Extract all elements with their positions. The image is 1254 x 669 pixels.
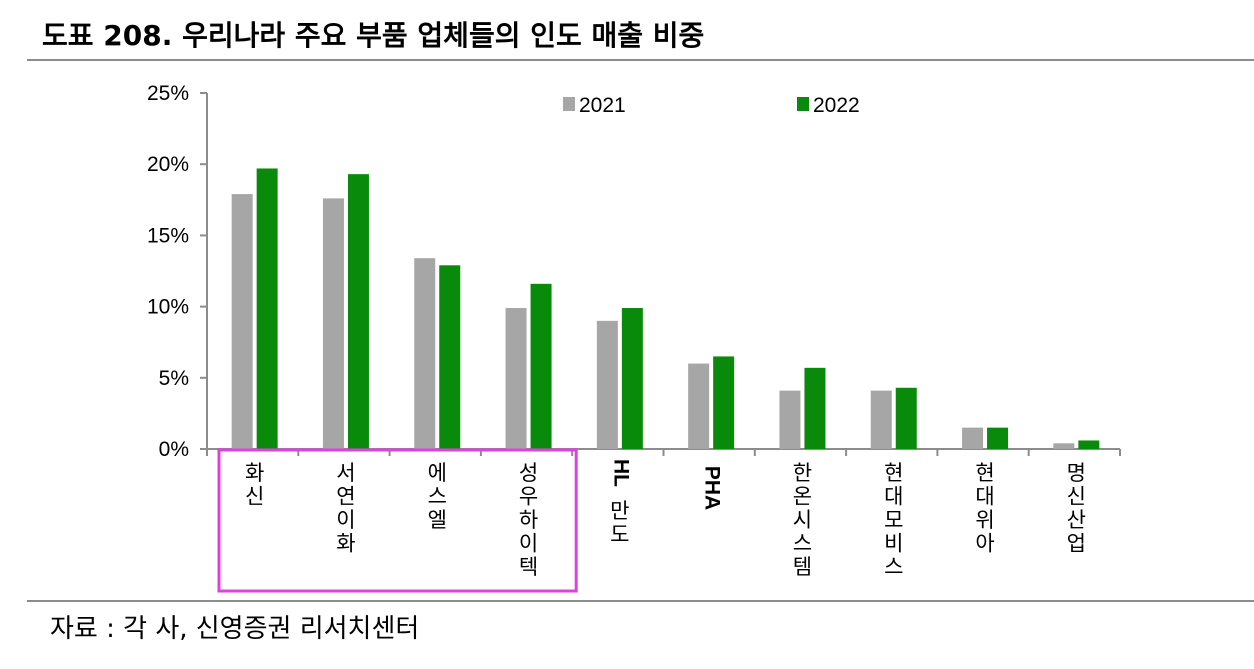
category-label-char: 산	[1067, 508, 1086, 532]
category-label-char: 엘	[428, 508, 447, 532]
y-tick-label: 5%	[159, 367, 189, 390]
bar-2022-6	[804, 367, 826, 449]
bar-2022-3	[530, 283, 552, 449]
legend-label-2022: 2022	[813, 94, 860, 117]
category-label-char: 온	[793, 485, 812, 509]
category-label-char: 이	[336, 508, 355, 532]
category-label-char: 모	[884, 508, 903, 532]
category-label-char: 하	[519, 508, 538, 532]
category-label-char: 시	[793, 508, 812, 532]
category-label-char: 도	[610, 523, 629, 547]
legend-swatch-2021	[563, 97, 575, 111]
bar-2021-2	[414, 258, 436, 449]
legend-label-2021: 2021	[579, 94, 626, 117]
category-label-char: 현	[975, 461, 994, 485]
bar-2022-2	[439, 265, 461, 449]
y-tick-label: 15%	[147, 224, 189, 247]
bar-2021-0	[231, 194, 253, 449]
category-label-char: 만	[610, 499, 629, 523]
category-label-char: 업	[1067, 532, 1086, 556]
category-label-char: 연	[336, 485, 355, 509]
chart-title: 도표 208. 우리나라 주요 부품 업체들의 인도 매출 비중	[42, 19, 705, 52]
category-label-char: 스	[793, 532, 812, 556]
category-label-char: 아	[975, 532, 994, 556]
y-tick-label: 20%	[147, 153, 189, 176]
category-label-part: PHA	[701, 466, 724, 510]
bar-2022-8	[987, 427, 1009, 449]
bar-2021-6	[779, 390, 801, 449]
y-tick-label: 25%	[147, 82, 189, 105]
category-label-char: 우	[519, 485, 538, 509]
bar-2021-4	[596, 320, 618, 449]
y-tick-label: 0%	[159, 438, 189, 461]
category-label-char: 비	[884, 532, 903, 556]
legend-swatch-2022	[797, 97, 809, 111]
bar-2022-1	[347, 174, 369, 449]
category-label-char: 성	[519, 461, 538, 485]
category-label-char: 한	[793, 461, 812, 485]
bar-2021-7	[870, 390, 892, 449]
bar-2022-0	[256, 168, 278, 450]
category-label-char: 텍	[519, 555, 538, 579]
category-label-char: 에	[428, 461, 447, 485]
category-label-part: HL	[609, 459, 632, 487]
bar-2021-5	[688, 363, 710, 449]
category-label-char: 화	[245, 461, 264, 485]
bar-2022-7	[895, 387, 917, 449]
bar-2022-5	[713, 356, 735, 449]
bar-2021-3	[505, 308, 527, 449]
category-label-char: 템	[793, 555, 812, 579]
bar-2021-1	[322, 198, 344, 449]
category-label-char: 스	[884, 555, 903, 579]
bar-2021-8	[962, 427, 984, 449]
category-label-char: 신	[245, 485, 264, 509]
category-label-char: 스	[428, 485, 447, 509]
category-label-char: 신	[1067, 485, 1086, 509]
bar-2022-4	[621, 308, 643, 449]
category-label-char: 명	[1067, 461, 1086, 485]
bar-2021-9	[1053, 443, 1075, 449]
category-label-char: 이	[519, 532, 538, 556]
category-label-char: 현	[884, 461, 903, 485]
category-label-char: 서	[336, 461, 355, 485]
category-label-char: 화	[336, 532, 355, 556]
top-rule	[27, 59, 1254, 61]
y-tick-label: 10%	[147, 296, 189, 319]
category-label-char: 대	[884, 485, 903, 509]
category-label-char: 위	[975, 508, 994, 532]
category-label-char: 대	[975, 485, 994, 509]
highlight-box	[217, 448, 578, 593]
source-note: 자료 : 각 사, 신영증권 리서치센터	[50, 614, 420, 644]
bar-2022-9	[1078, 440, 1100, 449]
bottom-rule	[27, 600, 1254, 602]
